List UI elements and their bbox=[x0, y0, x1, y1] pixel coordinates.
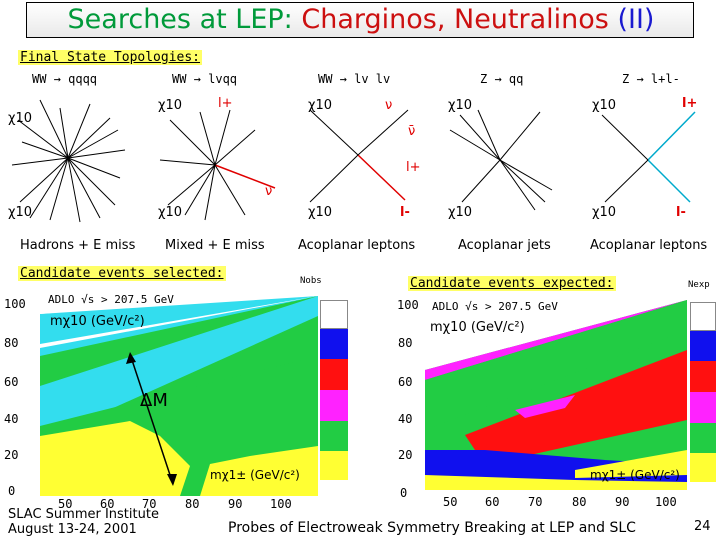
chi-label-4a: χ10 bbox=[448, 98, 473, 113]
footer-talk-title: Probes of Electroweak Symmetry Breaking … bbox=[228, 520, 636, 536]
caption-4: Acoplanar jets bbox=[458, 238, 551, 253]
plot-expected-legend-label: Nexp bbox=[688, 280, 710, 290]
xtick-right-50: 50 bbox=[443, 495, 458, 509]
diagram-mixed bbox=[159, 109, 276, 221]
lepton-plus-2: l+ bbox=[218, 96, 233, 111]
diagram-acoplanar-jets bbox=[449, 109, 553, 211]
ytick-left-0: 0 bbox=[8, 484, 16, 498]
chi-label-3a: χ10 bbox=[308, 98, 333, 113]
plot-expected-xlabel: mχ1± (GeV/c²) bbox=[590, 468, 680, 482]
delta-m-annotation: ΔM bbox=[140, 390, 168, 411]
ytick-right-100: 100 bbox=[397, 298, 419, 312]
ytick-left-20: 20 bbox=[4, 448, 19, 462]
chi-label-5a: χ10 bbox=[592, 98, 617, 113]
plot-selected-header: ADLO √s > 207.5 GeV bbox=[48, 293, 174, 306]
process-3: WW → lv lv bbox=[318, 72, 391, 86]
caption-1: Hadrons + E miss bbox=[20, 238, 136, 253]
ytick-left-40: 40 bbox=[4, 412, 19, 426]
lepton-minus-3: l- bbox=[400, 205, 410, 220]
xtick-left-60: 60 bbox=[100, 497, 115, 511]
footer-institute: SLAC Summer Institute bbox=[8, 507, 159, 522]
ytick-right-40: 40 bbox=[398, 412, 413, 426]
nu-label-3: ν bbox=[385, 98, 393, 113]
diagram-hadrons bbox=[11, 99, 126, 223]
nu-label-2: ν bbox=[265, 184, 273, 199]
topology-heading: Final State Topologies: bbox=[18, 50, 203, 65]
plot-selected-xlabel: mχ1± (GeV/c²) bbox=[210, 468, 300, 482]
plot-expected-header: ADLO √s > 207.5 GeV bbox=[432, 300, 558, 313]
plot-selected-legend-label: Nobs bbox=[300, 276, 322, 286]
process-4: Z → qq bbox=[480, 72, 524, 86]
title-part-1: Searches at LEP: bbox=[67, 4, 302, 35]
ytick-right-20: 20 bbox=[398, 448, 413, 462]
chi-label-3b: χ10 bbox=[308, 205, 333, 220]
ytick-left-60: 60 bbox=[4, 375, 19, 389]
chi-label-5b: χ10 bbox=[592, 205, 617, 220]
diagram-acoplanar-leptons-ww bbox=[309, 109, 409, 203]
ytick-right-80: 80 bbox=[398, 336, 413, 350]
footer-dates: August 13-24, 2001 bbox=[8, 522, 137, 537]
ytick-right-60: 60 bbox=[398, 375, 413, 389]
ytick-left-80: 80 bbox=[4, 336, 19, 350]
xtick-right-70: 70 bbox=[528, 495, 543, 509]
page-number: 24 bbox=[694, 519, 711, 534]
plot-selected-ylabel: mχ10 (GeV/c²) bbox=[50, 314, 145, 329]
ytick-left-100: 100 bbox=[4, 297, 26, 311]
chi-label-1a: χ10 bbox=[8, 111, 33, 126]
chi-label-1b: χ10 bbox=[8, 205, 33, 220]
process-5: Z → l+l- bbox=[622, 72, 680, 86]
plot-expected bbox=[425, 300, 687, 490]
topology-diagrams bbox=[11, 99, 696, 223]
expected-heading: Candidate events expected: bbox=[408, 276, 616, 291]
color-scale-selected bbox=[320, 300, 348, 480]
process-1: WW → qqqq bbox=[32, 72, 98, 86]
caption-2: Mixed + E miss bbox=[165, 238, 265, 253]
lepton-plus-3: l+ bbox=[406, 160, 421, 175]
lepton-minus-5: l- bbox=[676, 205, 686, 220]
caption-5: Acoplanar leptons bbox=[590, 238, 708, 253]
color-scale-expected bbox=[690, 302, 716, 482]
xtick-left-80: 80 bbox=[185, 497, 200, 511]
chi-label-2a: χ10 bbox=[158, 98, 183, 113]
nubar-label-3: ν̄ bbox=[408, 124, 416, 139]
xtick-left-90: 90 bbox=[228, 497, 243, 511]
title-box: Searches at LEP: Charginos, Neutralinos … bbox=[26, 2, 694, 38]
ytick-right-0: 0 bbox=[400, 486, 408, 500]
xtick-right-100: 100 bbox=[655, 495, 677, 509]
selected-heading: Candidate events selected: bbox=[18, 266, 226, 281]
xtick-right-60: 60 bbox=[485, 495, 500, 509]
xtick-right-90: 90 bbox=[615, 495, 630, 509]
xtick-right-80: 80 bbox=[572, 495, 587, 509]
diagram-acoplanar-leptons-z bbox=[601, 111, 696, 203]
title-part-2: Charginos, Neutralinos bbox=[301, 4, 609, 35]
plot-expected-ylabel: mχ10 (GeV/c²) bbox=[430, 320, 525, 335]
slide-title: Searches at LEP: Charginos, Neutralinos … bbox=[27, 4, 695, 35]
plot-selected bbox=[40, 296, 318, 496]
xtick-left-100: 100 bbox=[270, 497, 292, 511]
chi-label-2b: χ10 bbox=[158, 205, 183, 220]
xtick-left-70: 70 bbox=[142, 497, 157, 511]
caption-3: Acoplanar leptons bbox=[298, 238, 416, 253]
xtick-left-50: 50 bbox=[58, 497, 73, 511]
title-part-3: (II) bbox=[608, 4, 655, 35]
chi-label-4b: χ10 bbox=[448, 205, 473, 220]
lepton-plus-5: l+ bbox=[682, 96, 698, 111]
process-2: WW → lvqq bbox=[172, 72, 238, 86]
